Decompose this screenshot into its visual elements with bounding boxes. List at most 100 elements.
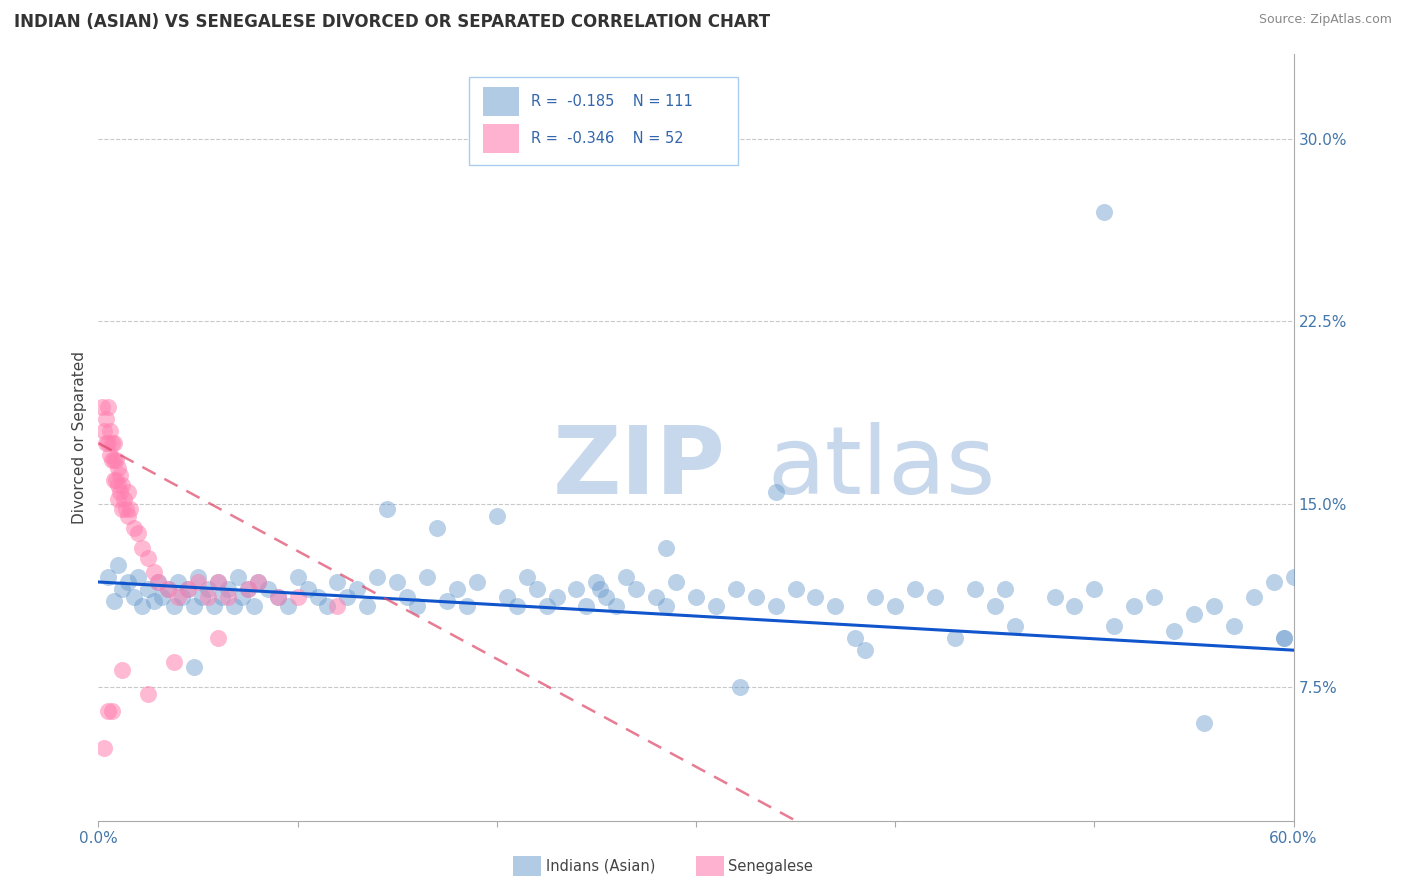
Point: [131, 599, 153, 614]
Point: [117, 484, 139, 499]
Point: [765, 484, 787, 499]
Point: [157, 582, 180, 597]
Point: [1083, 582, 1105, 597]
Point: [256, 582, 278, 597]
Point: [231, 590, 253, 604]
Point: [346, 582, 368, 597]
Point: [844, 631, 866, 645]
Bar: [484, 87, 519, 117]
Point: [127, 526, 149, 541]
FancyBboxPatch shape: [470, 77, 738, 165]
Point: [97, 436, 120, 450]
Point: [1163, 624, 1185, 638]
Point: [645, 590, 668, 604]
Point: [1272, 631, 1295, 645]
Point: [396, 590, 419, 604]
Point: [101, 704, 124, 718]
Point: [375, 502, 398, 516]
Point: [984, 599, 1007, 614]
Point: [150, 590, 173, 604]
Point: [98, 448, 122, 462]
Text: Indians (Asian): Indians (Asian): [546, 859, 655, 873]
Point: [103, 436, 125, 450]
Point: [124, 521, 146, 535]
Point: [207, 574, 229, 589]
Point: [148, 574, 170, 589]
Point: [183, 599, 205, 614]
Point: [97, 704, 120, 718]
Point: [96, 412, 118, 426]
Point: [406, 599, 429, 614]
Point: [605, 599, 627, 614]
Point: [148, 574, 170, 589]
Point: [163, 656, 186, 670]
Point: [98, 424, 122, 438]
Point: [197, 590, 219, 604]
Point: [1004, 619, 1026, 633]
Point: [728, 680, 751, 694]
Point: [416, 570, 439, 584]
Point: [585, 574, 607, 589]
Point: [136, 687, 159, 701]
Point: [1182, 607, 1205, 621]
Point: [1123, 599, 1146, 614]
Point: [307, 590, 329, 604]
Point: [506, 599, 529, 614]
Point: [665, 574, 688, 589]
Point: [167, 590, 190, 604]
Point: [136, 550, 159, 565]
Point: [207, 574, 229, 589]
Point: [287, 590, 309, 604]
Point: [626, 582, 648, 597]
Point: [924, 590, 946, 604]
Text: Senegalese: Senegalese: [728, 859, 813, 873]
Point: [211, 590, 233, 604]
Point: [546, 590, 568, 604]
Point: [177, 582, 200, 597]
Point: [131, 541, 153, 555]
Point: [485, 509, 508, 524]
Point: [865, 590, 887, 604]
Point: [536, 599, 558, 614]
Point: [595, 590, 617, 604]
Bar: [484, 124, 519, 153]
Point: [136, 582, 159, 597]
Point: [614, 570, 637, 584]
Point: [436, 594, 458, 608]
Point: [565, 582, 588, 597]
Point: [143, 594, 166, 608]
Point: [267, 590, 290, 604]
Point: [516, 570, 538, 584]
Point: [1282, 570, 1305, 584]
Point: [101, 453, 124, 467]
Point: [943, 631, 966, 645]
Point: [111, 582, 134, 597]
Point: [326, 574, 349, 589]
Point: [101, 436, 124, 450]
Point: [111, 663, 134, 677]
Point: [655, 599, 678, 614]
Point: [385, 574, 409, 589]
Point: [172, 590, 194, 604]
Point: [117, 574, 139, 589]
Text: atlas: atlas: [768, 422, 995, 514]
Point: [107, 558, 129, 572]
Point: [167, 574, 190, 589]
Point: [103, 473, 125, 487]
Point: [91, 400, 114, 414]
Point: [685, 590, 707, 604]
Point: [277, 599, 299, 614]
Point: [105, 453, 128, 467]
Point: [1202, 599, 1225, 614]
Point: [183, 660, 205, 674]
Point: [111, 477, 134, 491]
Point: [226, 570, 249, 584]
Text: INDIAN (ASIAN) VS SENEGALESE DIVORCED OR SEPARATED CORRELATION CHART: INDIAN (ASIAN) VS SENEGALESE DIVORCED OR…: [14, 13, 770, 31]
Point: [655, 541, 678, 555]
Point: [246, 574, 269, 589]
Point: [465, 574, 488, 589]
Point: [103, 453, 125, 467]
Point: [93, 740, 115, 755]
Point: [103, 594, 125, 608]
Point: [107, 460, 129, 475]
